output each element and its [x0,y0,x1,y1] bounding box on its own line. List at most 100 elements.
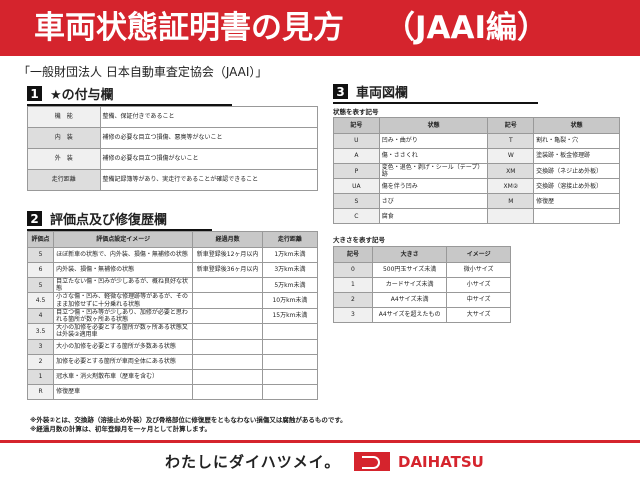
table-cell: 整備、保証付きであること [99,106,318,128]
table-row: 外 装補修の必要な目立つ損傷がないこと [27,148,318,170]
table-cell [261,383,319,400]
table-cell: 500円玉サイズ未満 [371,262,448,278]
table-row: 1 カードサイズ未満 小サイズ [333,277,511,293]
table-cell: 1 [26,368,55,385]
table-cell [533,208,620,225]
section-number: 3 [333,84,348,99]
table-cell: 目立たない傷・凹みが少しあるが、概ね良好な状態 [53,276,194,294]
table-cell: A [333,148,380,164]
table-cell: 塗装跡・板金修理跡 [533,148,620,164]
table-row: 内 装補修の必要な目立つ損傷、悪臭等がないこと [27,127,318,149]
section2-heading: 2 評価点及び修復歴欄 [27,209,212,231]
state-symbols-label: 状態を表す記号 [333,108,379,116]
table-cell: 微小サイズ [446,262,511,278]
table-cell: P [333,162,380,180]
table-cell: W [487,148,535,164]
table-cell [261,368,319,385]
page-header: 車両状態証明書の見方 （JAAI編） [0,0,640,56]
table-row: 6 内外装、損傷・無補修の状態 新車登録後36ヶ月以内 3万km未満 [26,262,319,278]
table-cell: 5万km未満 [261,276,319,294]
table-cell [192,323,263,340]
table-cell [192,383,263,400]
table-cell: 補修の必要な目立つ損傷がないこと [99,148,318,170]
table-cell: M [487,193,535,210]
table-row: 2 A4サイズ未満 中サイズ [333,292,511,308]
column-header: 評価点設定イメージ [53,231,194,248]
table-cell: 修復歴車 [53,383,194,400]
table-cell: 内外装、損傷・無補修の状態 [53,262,194,278]
page-subtitle: （JAAI編） [384,10,549,46]
table-cell: 6 [26,262,55,278]
size-symbols-table: 記号 大きさ イメージ 0 500円玉サイズ未満 微小サイズ 1 カードサイズ未満 小サイズ 2 A… [333,246,511,323]
table-cell: 走行距離 [27,169,101,191]
table-cell: さび [378,193,489,210]
brand-name: DAIHATSU [398,453,484,471]
table-cell: カードサイズ未満 [371,277,448,293]
table-cell: 修復歴 [533,193,620,210]
daihatsu-logo-icon [354,452,390,471]
column-header: 状態 [533,117,620,134]
table-cell: ほぼ新車の状態で、内外装、損傷・無補修の状態 [53,247,194,263]
organization: 「一般財団法人 日本自動車査定協会（JAAI）」 [18,65,268,79]
table-cell: 大小の加修を必要とする箇所が多数ある状態 [53,338,194,355]
table-cell: 傷・ささくれ [378,148,489,164]
column-header: 記号 [333,246,373,263]
grade-table: 評価点 評価点設定イメージ 経過月数 走行距離 5 ほぼ新車の状態で、内外装、損傷・無補修… [26,231,319,400]
column-header: 経過月数 [192,231,263,248]
column-header: 走行距離 [261,231,319,248]
table-cell: T [487,133,535,149]
column-header: 大きさ [371,246,448,263]
table-cell [192,307,263,325]
table-row: U 凹み・曲がり T 割れ・亀裂・穴 [333,133,620,149]
table-cell: 加修を必要とする箇所が車両全体にある状態 [53,353,194,370]
table-cell: 4.5 [26,292,55,309]
table-row: 3 A4サイズを超えたもの 大サイズ [333,307,511,323]
table-row: S さび M 修復歴 [333,193,620,210]
section-title: ★の付与欄 [50,88,114,103]
table-cell: 新車登録後36ヶ月以内 [192,262,263,278]
table-cell [487,208,535,225]
table-cell: 1 [333,277,373,293]
table-cell: 3.5 [26,323,55,340]
section-title: 評価点及び修復歴欄 [50,213,168,228]
table-cell [192,338,263,355]
table-cell: 大小の加修を必要とする箇所が数ヶ所ある状態又は外装②適用車 [53,323,194,340]
table-cell: 外 装 [27,148,101,170]
table-cell: 補修の必要な目立つ損傷、悪臭等がないこと [99,127,318,149]
table-row: 5 ほぼ新車の状態で、内外装、損傷・無補修の状態 新車登録後12ヶ月以内 1万km未満 [26,247,319,263]
table-cell: 5 [26,276,55,294]
table-cell: XM [487,162,535,180]
table-cell: 大サイズ [446,307,511,323]
table-row: UA 傷を伴う凹み XM② 交換跡（溶接止め外板） [333,178,620,195]
table-row: 0 500円玉サイズ未満 微小サイズ [333,262,511,278]
table-cell: A4サイズ未満 [371,292,448,308]
table-cell: U [333,133,380,149]
star-table: 機 能整備、保証付きであること内 装補修の必要な目立つ損傷、悪臭等がないこと外 … [27,106,318,191]
table-cell: 交換跡（ネジ止め外板） [533,162,620,180]
header-row: 記号 状態 記号 状態 [333,117,620,134]
section-number: 2 [27,211,42,226]
table-cell: 2 [26,353,55,370]
table-cell: 小サイズ [446,277,511,293]
table-cell: 割れ・亀裂・穴 [533,133,620,149]
table-cell: 15万km未満 [261,307,319,325]
state-symbols-table: 記号 状態 記号 状態 U 凹み・曲がり T 割れ・亀裂・穴 A 傷・ささくれ W 塗装跡・板金修理跡… [333,117,620,225]
table-row: A 傷・ささくれ W 塗装跡・板金修理跡 [333,148,620,164]
table-row: C 腐食 [333,208,620,225]
table-cell [192,292,263,309]
column-header: 記号 [333,117,380,134]
column-header: 状態 [378,117,489,134]
note: ※外装②とは、交換跡（溶接止め外装）及び骨格部位に修復歴をともなわない損傷又は腐… [30,416,347,424]
table-cell: UA [333,178,380,195]
table-cell: 交換跡（溶接止め外板） [533,178,620,195]
table-cell: 凹み・曲がり [378,133,489,149]
table-cell: 新車登録後12ヶ月以内 [192,247,263,263]
table-row: 走行距離 整備記録簿等があり、実走行であることが確認できること [27,169,318,191]
table-cell [192,353,263,370]
table-row: 3.5 大小の加修を必要とする箇所が数ヶ所ある状態又は外装②適用車 [26,323,319,340]
table-cell: 10万km未満 [261,292,319,309]
table-row: R 修復歴車 [26,383,319,400]
table-cell: 0 [333,262,373,278]
table-row: 機 能整備、保証付きであること [27,106,318,128]
table-cell: 4 [26,307,55,325]
